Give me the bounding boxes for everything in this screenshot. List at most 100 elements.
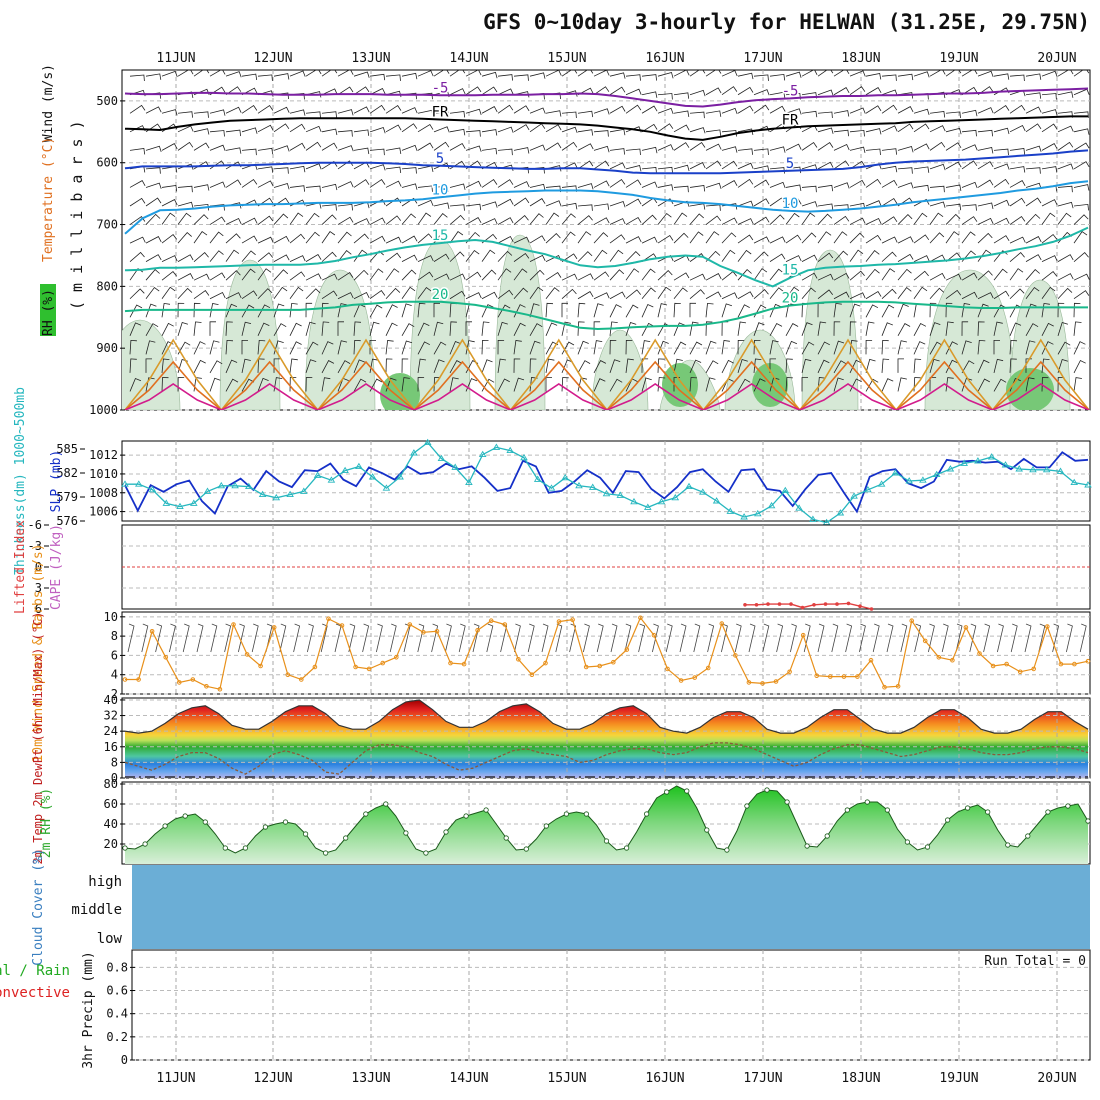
wind-barb-883 [817, 321, 827, 336]
wind-barb-552 [321, 231, 336, 244]
wind-barb-613 [337, 250, 352, 262]
wind-barb-775 [1009, 288, 1025, 300]
wind10m-barb-1 [141, 623, 149, 653]
wind-barb-437 [401, 197, 418, 207]
wind-barb-644 [833, 250, 849, 262]
wind-barb-986 [545, 358, 555, 373]
wind-barb-584 [833, 231, 848, 244]
contour-label-3-0: 10 [432, 182, 449, 198]
wind-barb-491 [305, 212, 320, 225]
wind-barb-904 [193, 341, 206, 355]
wind-barb-631 [625, 251, 641, 262]
wind-barb-31 [625, 74, 641, 81]
wind-barb-378 [417, 185, 433, 192]
thickness-point-2 [148, 485, 157, 493]
wind-barb-130 [289, 109, 306, 116]
wind10m-barb-48 [790, 623, 797, 653]
wind-barb-636 [705, 250, 721, 262]
wind-barb-946 [865, 340, 873, 355]
wind-barb-765 [849, 292, 866, 300]
wind-barb-446 [545, 200, 562, 207]
wind-barb-878 [737, 321, 747, 336]
wind-barb-766 [865, 290, 882, 300]
wind-barb-958 [1057, 341, 1071, 355]
rh2m-point-2 [142, 841, 148, 847]
wind-barb-718 [1057, 273, 1074, 281]
wind-barb-544 [193, 231, 208, 244]
wind-barb-463 [817, 203, 834, 210]
wind10m-barb-53 [859, 623, 866, 653]
wind-barb-998 [737, 358, 748, 374]
slp-line [124, 451, 1089, 516]
date-label-top-9: 20JUN [1037, 51, 1076, 66]
wind-barb-49 [913, 71, 930, 78]
wind-barb-294 [993, 148, 1009, 156]
wind-barb-816 [705, 302, 714, 318]
wind-barb-1004 [833, 360, 847, 374]
wind-barb-611 [305, 253, 322, 262]
wind-barb-554 [353, 233, 369, 244]
wind-barb-658 [1057, 254, 1074, 262]
wind-barb-881 [785, 323, 799, 337]
wind-barb-974 [353, 359, 365, 374]
wind-barb-746 [545, 287, 560, 299]
wind10m-point-22 [421, 630, 426, 635]
wind-barb-977 [401, 358, 409, 373]
temp-contour-4 [124, 226, 1089, 288]
wind-barb-499 [433, 213, 448, 225]
wind-barb-662 [161, 271, 178, 281]
wind-barb-578 [737, 234, 754, 244]
thickness-point-11 [272, 493, 281, 501]
precip-tick-4: 0.8 [106, 960, 128, 974]
wind10m-point-59 [922, 638, 928, 644]
wind-barb-653 [977, 249, 992, 262]
wind-barb-688 [577, 273, 594, 281]
wind-barb-207 [561, 126, 578, 134]
wind-barb-126 [225, 106, 242, 114]
wind-barb-1032 [321, 377, 331, 392]
wind-barb-513 [657, 212, 672, 225]
wind-barb-721 [145, 286, 160, 299]
wind-barb-587 [881, 236, 898, 244]
wind-barb-89 [593, 86, 610, 96]
wind-barb-928 [577, 340, 589, 355]
wind-barb-151 [625, 104, 642, 114]
wind-barb-1077 [1041, 377, 1049, 392]
wind-barb-537 [1041, 212, 1056, 225]
date-label-bottom-2: 13JUN [351, 1071, 390, 1086]
wind-barb-725 [209, 291, 226, 300]
rh2m-point-60 [724, 847, 730, 853]
lifted-index-point-0 [743, 603, 747, 607]
wind-barb-297 [1041, 143, 1058, 151]
thickness-point-54 [864, 485, 872, 493]
wind-barb-677 [401, 269, 417, 281]
wind-barb-567 [561, 231, 576, 244]
wind-barb-1039 [433, 377, 441, 392]
wind-barb-914 [353, 339, 361, 355]
wind-barb-401 [785, 184, 802, 191]
thickness-point-27 [492, 443, 501, 450]
wind-barb-687 [561, 273, 578, 281]
wind-barb-581 [785, 234, 802, 244]
contour-label-0-0: -5 [432, 80, 449, 96]
wind-barb-1067 [881, 378, 894, 392]
wind10m-point-55 [868, 657, 874, 663]
wind-barb-418 [1057, 185, 1073, 193]
wind-barb-261 [465, 145, 482, 152]
wind-barb-858 [417, 322, 430, 336]
wind-barb-315 [369, 164, 386, 171]
wind-barb-638 [737, 249, 752, 262]
wind10m-barb-44 [734, 623, 742, 653]
wind-barb-894 [993, 321, 1003, 336]
date-label-bottom-5: 16JUN [645, 1071, 684, 1086]
wind-barb-243 [177, 141, 194, 151]
wind-barb-661 [145, 269, 160, 281]
wind-barb-908 [257, 339, 266, 355]
wind-barb-655 [1009, 252, 1025, 262]
wind-barb-2 [161, 70, 178, 78]
wind-barb-827 [881, 304, 895, 318]
wind-barb-522 [801, 212, 816, 225]
thickness-point-41 [685, 482, 693, 490]
wind-barb-925 [529, 340, 541, 355]
